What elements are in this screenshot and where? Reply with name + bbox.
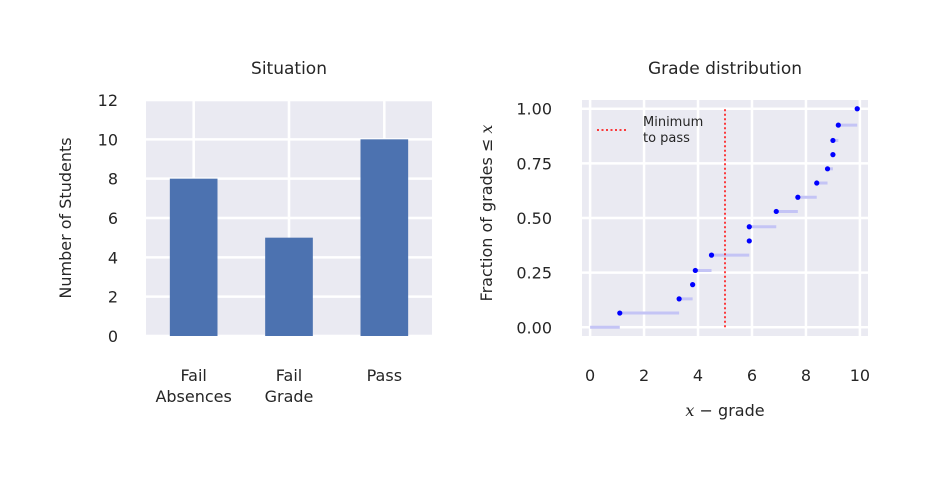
- ecdf-y-tick-labels: 0.00 0.25 0.50 0.75 1.00: [516, 100, 552, 338]
- ecdf-x-tick-label: 6: [747, 366, 757, 385]
- ecdf-x-tick-labels: 0 2 4 6 8 10: [585, 366, 870, 385]
- bar: [265, 237, 313, 336]
- ecdf-y-tick-label: 0.25: [516, 264, 552, 283]
- ecdf-y-axis-label: Fraction of grades ≤ x: [477, 125, 496, 302]
- bar-chart-title: Situation: [251, 59, 327, 79]
- ecdf-y-axis-label-var: x: [477, 125, 496, 134]
- ecdf-point: [690, 282, 696, 288]
- ecdf-point: [795, 194, 801, 200]
- ecdf-legend: Minimum to pass: [597, 115, 703, 146]
- bar-y-tick-label: 4: [108, 248, 118, 267]
- ecdf-x-tick-label: 2: [639, 366, 649, 385]
- ecdf-x-axis-label-text: − grade: [694, 401, 764, 420]
- bar-x-tick-label: Pass: [367, 366, 402, 385]
- bar-y-tick-label: 12: [98, 91, 118, 110]
- ecdf-point: [676, 296, 682, 302]
- bar-y-axis-label: Number of Students: [56, 137, 75, 298]
- ecdf-y-tick-label: 0.00: [516, 318, 552, 337]
- ecdf-x-tick-label: 8: [801, 366, 811, 385]
- bar-y-tick-labels: 0 2 4 6 8 10 12: [98, 91, 118, 346]
- ecdf-x-tick-label: 10: [850, 366, 870, 385]
- ecdf-x-tick-label: 0: [585, 366, 595, 385]
- legend-label-line2: to pass: [643, 131, 690, 146]
- bar-y-tick-label: 8: [108, 170, 118, 189]
- ecdf-x-axis-label-var: x: [685, 401, 694, 420]
- ecdf-point: [617, 310, 623, 316]
- bar-x-tick-labels: Fail Absences Fail Grade Pass: [155, 366, 402, 406]
- ecdf-x-tick-label: 4: [693, 366, 703, 385]
- bar-y-tick-label: 6: [108, 209, 118, 228]
- ecdf-points: [617, 106, 860, 316]
- ecdf-point: [830, 137, 836, 144]
- bar-y-tick-label: 10: [98, 130, 118, 149]
- ecdf-point: [746, 238, 752, 244]
- ecdf-chart: 0.00 0.25 0.50 0.75 1.00 0 2 4 6 8 10 Grade distr…: [477, 59, 870, 420]
- ecdf-y-axis-label-text: Fraction of grades ≤: [477, 134, 496, 302]
- bar: [360, 139, 409, 336]
- ecdf-point: [835, 122, 841, 128]
- bar-x-tick-label: Grade: [265, 387, 314, 406]
- ecdf-point: [824, 166, 831, 172]
- bars: [169, 139, 409, 336]
- ecdf-y-tick-label: 1.00: [516, 100, 552, 119]
- bar-x-tick-label: Absences: [155, 387, 231, 406]
- ecdf-point: [692, 267, 698, 274]
- ecdf-point: [814, 180, 820, 186]
- ecdf-point: [773, 208, 779, 215]
- ecdf-chart-title: Grade distribution: [648, 59, 802, 79]
- bar-chart: 0 2 4 6 8 10 12 Fail Absences Fail Grade Pass Situ…: [56, 59, 432, 406]
- ecdf-point: [746, 224, 752, 230]
- bar-x-tick-label: Fail: [180, 366, 206, 385]
- ecdf-steps: [590, 107, 860, 329]
- bar: [169, 178, 218, 336]
- legend-label-line1: Minimum: [643, 115, 703, 130]
- bar-y-tick-label: 0: [108, 327, 118, 346]
- ecdf-y-tick-label: 0.50: [516, 209, 552, 228]
- ecdf-point: [830, 152, 836, 158]
- ecdf-y-tick-label: 0.75: [516, 154, 552, 173]
- ecdf-point: [854, 106, 860, 112]
- ecdf-x-axis-label: x − grade: [685, 401, 764, 420]
- bar-y-tick-label: 2: [108, 288, 118, 307]
- bar-x-tick-label: Fail: [276, 366, 302, 385]
- ecdf-point: [708, 252, 715, 258]
